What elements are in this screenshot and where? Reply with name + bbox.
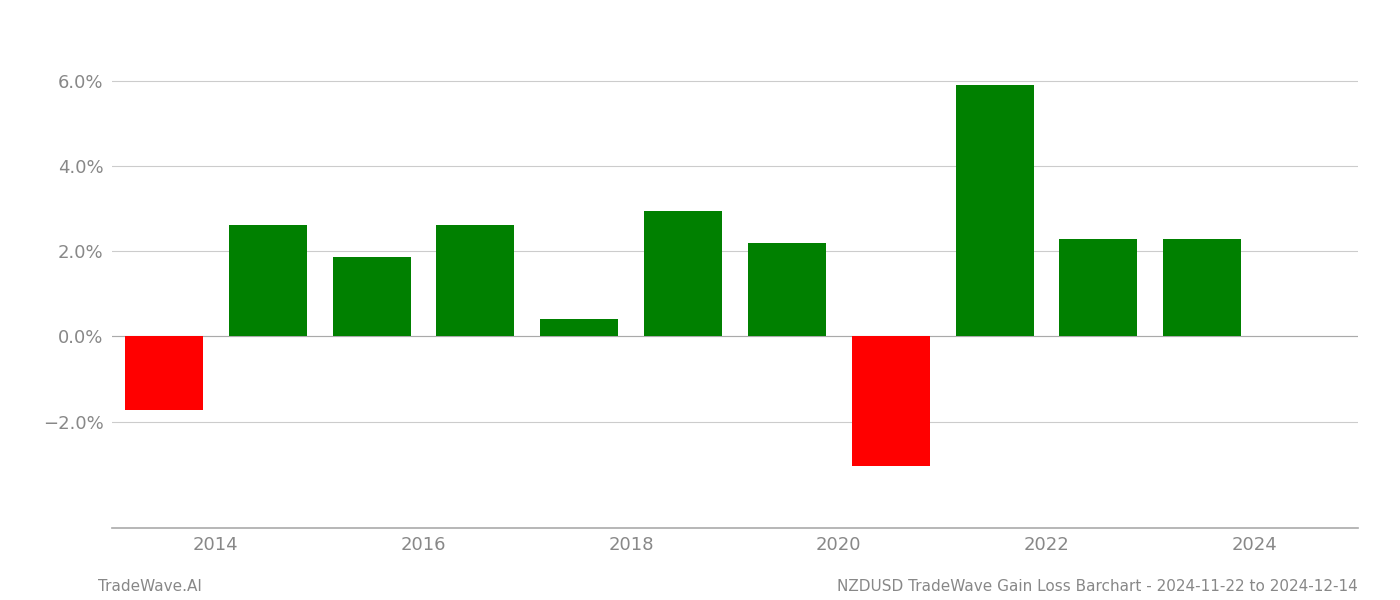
Bar [437, 225, 514, 337]
Text: TradeWave.AI: TradeWave.AI [98, 579, 202, 594]
Bar [125, 337, 203, 410]
Bar [1163, 239, 1242, 337]
Bar [748, 243, 826, 337]
Bar [644, 211, 722, 337]
Bar [1060, 239, 1137, 337]
Bar [540, 319, 619, 337]
Bar [333, 257, 410, 337]
Bar [956, 85, 1033, 337]
Bar [228, 225, 307, 337]
Bar [851, 337, 930, 466]
Text: NZDUSD TradeWave Gain Loss Barchart - 2024-11-22 to 2024-12-14: NZDUSD TradeWave Gain Loss Barchart - 20… [837, 579, 1358, 594]
